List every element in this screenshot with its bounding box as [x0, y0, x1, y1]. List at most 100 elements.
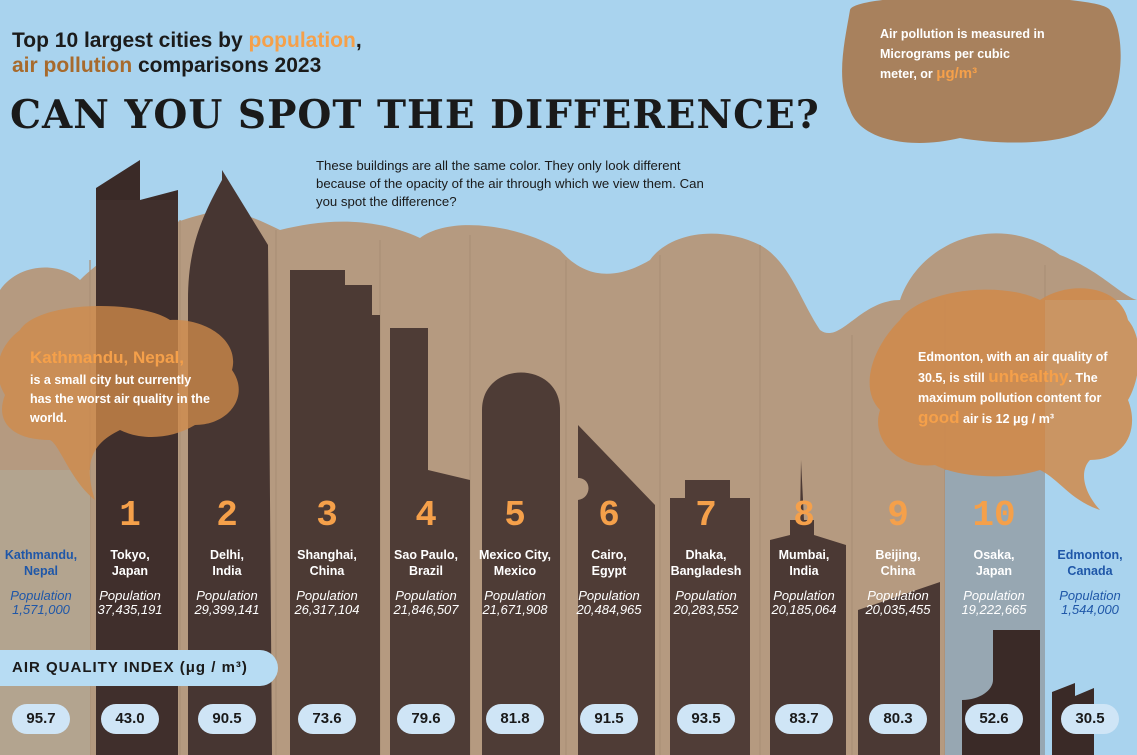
city-name-line-2: Canada — [1067, 564, 1113, 578]
population-value: 21,671,908 — [482, 602, 548, 617]
edmonton-text-1: Edmonton, with an air quality of 30.5, i… — [918, 350, 1108, 385]
population-label: Population — [296, 588, 358, 603]
city-name-line-2: India — [789, 564, 819, 578]
population-label: Population — [867, 588, 929, 603]
population: Population 1,544,000 — [1035, 589, 1137, 617]
title-text-2: comparisons 2023 — [132, 54, 322, 77]
aqi-value: 52.6 — [965, 704, 1023, 734]
building-delhi — [188, 170, 272, 755]
opacity-note: These buildings are all the same color. … — [316, 158, 704, 209]
aqi-value: 30.5 — [1061, 704, 1119, 734]
population-label: Population — [196, 588, 258, 603]
city-name-line-1: Mumbai, — [778, 548, 830, 562]
city-name: Mumbai, India — [754, 547, 854, 579]
city-name-line-1: Tokyo, — [110, 548, 150, 562]
building-mumbai — [770, 460, 846, 755]
population-value: 1,571,000 — [12, 602, 70, 617]
population-label: Population — [773, 588, 835, 603]
rank-number: 6 — [598, 495, 620, 536]
aqi-value: 81.8 — [486, 704, 544, 734]
building-dhaka — [670, 480, 750, 755]
measure-unit: μg/m³ — [936, 65, 978, 82]
kathmandu-callout: Kathmandu, Nepal, is a small city but cu… — [30, 348, 215, 428]
population: Population 29,399,141 — [172, 589, 282, 617]
city-name-line-2: Brazil — [408, 564, 444, 578]
population-value: 20,484,965 — [576, 602, 642, 617]
aqi-value: 43.0 — [101, 704, 159, 734]
city-name-line-2: Nepal — [23, 564, 59, 578]
city-name: Mexico City, Mexico — [465, 547, 565, 579]
city-name: Beijing, China — [848, 547, 948, 579]
title-highlight-air-pollution: air pollution — [12, 54, 133, 77]
city-name-line-1: Osaka, — [973, 548, 1015, 562]
population: Population 20,484,965 — [554, 589, 664, 617]
city-name-line-2: India — [212, 564, 242, 578]
building-shanghai — [290, 270, 380, 755]
city-name-line-1: Delhi, — [209, 548, 245, 562]
population-value: 26,317,104 — [294, 602, 360, 617]
edmonton-cloud — [869, 288, 1137, 510]
population: Population 21,671,908 — [460, 589, 570, 617]
population: Population 19,222,665 — [939, 589, 1049, 617]
kathmandu-cloud — [0, 306, 239, 500]
population: Population 26,317,104 — [272, 589, 382, 617]
population-value: 37,435,191 — [97, 602, 163, 617]
rank-number: 8 — [793, 495, 815, 536]
city-name: Dhaka, Bangladesh — [656, 547, 756, 579]
rank-number: 10 — [972, 495, 1016, 536]
building-saopaulo — [390, 328, 470, 755]
aqi-value: 80.3 — [869, 704, 927, 734]
edmonton-good: good — [918, 408, 960, 427]
city-name-line-2: Japan — [975, 564, 1013, 578]
city-name-line-2: China — [880, 564, 916, 578]
population-label: Population — [963, 588, 1025, 603]
city-name-line-1: Kathmandu, — [4, 548, 78, 562]
rank-number: 5 — [504, 495, 526, 536]
rank-number: 9 — [887, 495, 909, 536]
city-name: Kathmandu, Nepal — [0, 547, 91, 579]
population: Population 20,035,455 — [843, 589, 953, 617]
city-name: Delhi, India — [177, 547, 277, 579]
smog-band — [0, 211, 1137, 755]
rank-number: 1 — [119, 495, 141, 536]
aqi-value: 90.5 — [198, 704, 256, 734]
edmonton-unhealthy: unhealthy — [988, 367, 1069, 386]
population-label: Population — [395, 588, 457, 603]
population: Population 37,435,191 — [75, 589, 185, 617]
city-name: Edmonton, Canada — [1040, 547, 1137, 579]
population: Population 20,283,552 — [651, 589, 761, 617]
page-title: Top 10 largest cities by population, air… — [12, 28, 362, 78]
aqi-value: 83.7 — [775, 704, 833, 734]
edmonton-text-2: . The maximum pollution content for — [918, 371, 1102, 405]
building-cairo — [578, 425, 655, 755]
aqi-value: 91.5 — [580, 704, 638, 734]
building-mexicocity — [482, 372, 560, 755]
buildings — [96, 160, 1094, 755]
measure-cloud — [842, 0, 1121, 143]
rank-number: 2 — [216, 495, 238, 536]
city-name-line-1: Shanghai, — [297, 548, 357, 562]
rank-number: 3 — [316, 495, 338, 536]
aqi-value: 95.7 — [12, 704, 70, 734]
title-highlight-population: population — [248, 29, 356, 52]
city-name: Sao Paulo, Brazil — [376, 547, 476, 579]
title-comma: , — [355, 29, 362, 52]
city-name: Shanghai, China — [277, 547, 377, 579]
population-label: Population — [99, 588, 161, 603]
measure-line-2: Micrograms per cubic — [880, 47, 1010, 61]
city-name-line-2: Egypt — [591, 564, 627, 578]
aqi-value: 73.6 — [298, 704, 356, 734]
population-label: Population — [675, 588, 737, 603]
kathmandu-callout-text: is a small city but currently has the wo… — [30, 373, 210, 425]
aqi-banner: AIR QUALITY INDEX (μg / m³) — [0, 650, 278, 686]
kathmandu-callout-title: Kathmandu, Nepal, — [30, 348, 184, 367]
aqi-value: 79.6 — [397, 704, 455, 734]
population: Population 20,185,064 — [749, 589, 859, 617]
city-name-line-2: China — [309, 564, 345, 578]
population-label: Population — [10, 588, 72, 603]
city-name: Cairo, Egypt — [559, 547, 659, 579]
city-name-line-2: Bangladesh — [670, 564, 742, 578]
population-label: Population — [578, 588, 640, 603]
population-value: 20,185,064 — [771, 602, 837, 617]
